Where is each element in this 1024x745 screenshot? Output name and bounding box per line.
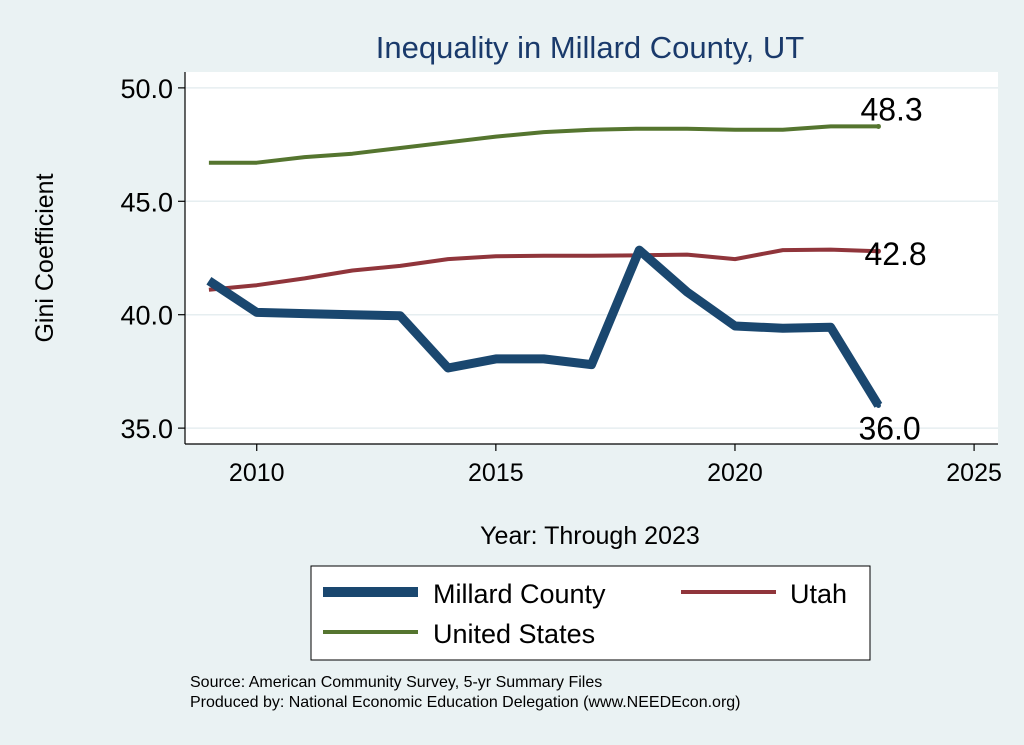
gridlines [185,87,998,429]
x-tick-label: 2025 [946,459,1002,487]
source-note: Source: American Community Survey, 5-yr … [190,674,602,691]
series-end-point [875,248,881,254]
series-line-millard-county [206,245,883,408]
end-labels: 36.0 42.8 48.3 [858,91,926,446]
series-end-point [875,123,881,129]
legend-box [310,565,871,661]
y-tick-label: 45.0 [120,187,173,217]
end-label-united-states: 48.3 [860,91,922,127]
x-axis-label: Year: Through 2023 [480,522,700,550]
legend-label-utah: Utah [790,579,847,609]
x-tick-label: 2020 [707,459,763,487]
legend: Millard County Utah United States [310,565,871,661]
series-line-utah [208,247,879,292]
y-axis-label: Gini Coefficient [31,173,59,342]
y-tick-label: 35.0 [120,414,173,444]
legend-label-united-states: United States [433,619,595,649]
y-tick-label: 50.0 [120,74,173,104]
x-tick-label: 2010 [229,459,285,487]
y-tick-label: 40.0 [120,301,173,331]
x-tick-label: 2015 [468,459,524,487]
end-label-utah: 42.8 [864,236,926,272]
series-lines [206,123,883,408]
chart-title: Inequality in Millard County, UT [376,30,804,65]
legend-label-millard-county: Millard County [433,579,606,609]
end-label-millard-county: 36.0 [858,410,920,446]
producer-note: Produced by: National Economic Education… [190,694,741,711]
series-end-point [875,402,881,408]
axis-ticks: 35.0 40.0 45.0 50.0 2010 2015 2020 2025 [120,74,1001,487]
series-line-united-states [208,124,879,165]
